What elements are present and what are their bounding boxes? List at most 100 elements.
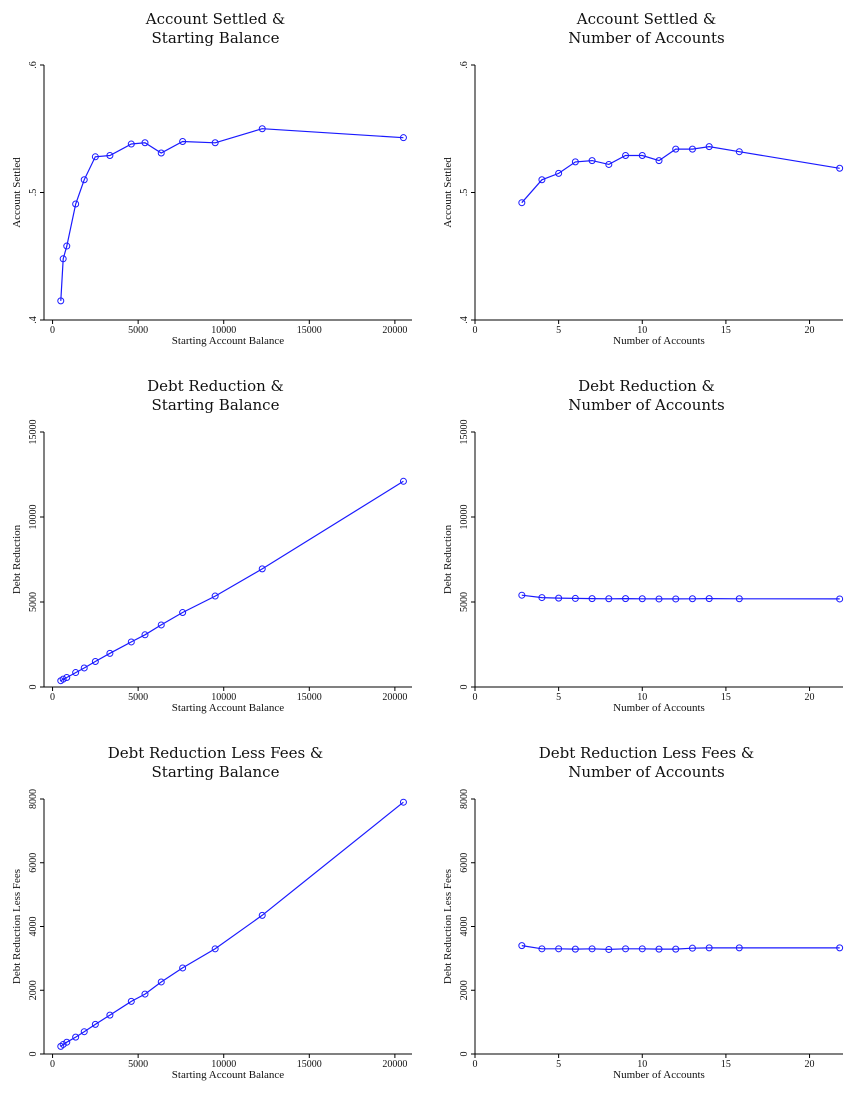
y-tick-label: 0	[459, 685, 470, 690]
x-tick-label: 20000	[382, 325, 407, 336]
chart-title: Debt Reduction & Starting Balance	[0, 377, 431, 415]
y-tick-label: 5000	[28, 592, 39, 612]
data-point	[127, 997, 135, 1005]
x-axis-label: Starting Account Balance	[172, 702, 285, 714]
x-axis-label: Starting Account Balance	[172, 335, 285, 347]
data-point	[655, 157, 663, 165]
data-point	[141, 139, 149, 147]
x-tick-label: 0	[50, 692, 55, 703]
x-tick-label: 15	[721, 325, 731, 336]
chart-title: Debt Reduction Less Fees & Starting Bala…	[0, 744, 431, 782]
series-line	[521, 594, 840, 600]
data-point	[63, 1038, 71, 1046]
data-point	[622, 595, 630, 603]
data-point	[705, 595, 713, 603]
y-tick-label: 4000	[459, 917, 470, 937]
x-tick-label: 20	[805, 325, 815, 336]
data-point	[622, 945, 630, 953]
x-tick-label: 15000	[297, 1059, 322, 1070]
chart-title-line-1: Debt Reduction Less Fees &	[538, 744, 755, 762]
y-tick-label: .5	[28, 189, 39, 197]
chart-panel-2: Debt Reduction & Starting Balance 0 5000 1…	[0, 367, 431, 734]
y-tick-label: 10000	[28, 505, 39, 530]
data-point	[59, 675, 67, 683]
data-point	[91, 1020, 99, 1028]
data-point	[688, 145, 696, 153]
data-point	[106, 1011, 114, 1019]
data-point	[571, 945, 579, 953]
chart-title-line-1: Account Settled &	[145, 10, 286, 28]
chart-title-line-1: Debt Reduction &	[147, 377, 284, 395]
x-tick-label: 15000	[297, 325, 322, 336]
data-point	[80, 176, 88, 184]
x-tick-label: 0	[473, 692, 478, 703]
y-tick-label: 4000	[28, 917, 39, 937]
data-point	[258, 565, 266, 573]
data-point	[127, 140, 135, 148]
chart-0: 0 5000 10000 15000 20000 .4 .5 .6 Starting Accou…	[11, 61, 412, 347]
x-tick-label: 10000	[211, 692, 236, 703]
data-point	[538, 594, 546, 602]
x-axis-label: Number of Accounts	[613, 335, 705, 347]
data-point	[179, 964, 187, 972]
series-line	[521, 945, 840, 951]
y-tick-label: 0	[28, 1052, 39, 1057]
data-point	[705, 944, 713, 952]
chart-1: 0 5 10 15 20 .4 .5 .6 Number of Accounts Account …	[442, 61, 844, 347]
data-point	[638, 945, 646, 953]
chart-2: 0 5000 10000 15000 20000 0 5000 10000 15000 Start…	[11, 420, 412, 714]
data-point	[735, 595, 743, 603]
chart-5: 0 5 10 15 20 0 2000 4000 6000 8000 Number of Accou…	[442, 789, 844, 1081]
data-point	[518, 199, 526, 207]
data-point	[80, 664, 88, 672]
x-tick-label: 5	[556, 325, 561, 336]
chart-panel-3: Debt Reduction & Number of Accounts 0 5 10…	[431, 367, 862, 734]
data-point	[141, 990, 149, 998]
chart-panel-1: Account Settled & Number of Accounts 0 5 1…	[431, 0, 862, 367]
x-tick-label: 0	[473, 325, 478, 336]
series-line	[60, 480, 404, 682]
data-point	[538, 176, 546, 184]
data-point	[735, 944, 743, 952]
y-tick-label: 8000	[28, 789, 39, 809]
data-point	[605, 945, 613, 953]
data-point	[57, 297, 65, 305]
data-point	[141, 631, 149, 639]
data-point	[63, 673, 71, 681]
data-point	[258, 911, 266, 919]
y-axis-label: Account Settled	[442, 157, 454, 228]
y-tick-label: .4	[28, 316, 39, 324]
data-point	[157, 149, 165, 157]
data-point	[735, 148, 743, 156]
chart-panel-4: Debt Reduction Less Fees & Starting Bala…	[0, 734, 431, 1101]
data-point	[655, 945, 663, 953]
x-tick-label: 0	[50, 1059, 55, 1070]
data-point	[538, 945, 546, 953]
chart-panel-5: Debt Reduction Less Fees & Number of Acc…	[431, 734, 862, 1101]
y-tick-label: 2000	[28, 980, 39, 1000]
data-point	[836, 595, 844, 603]
y-tick-label: .4	[459, 316, 470, 324]
data-point	[157, 978, 165, 986]
data-point	[518, 591, 526, 599]
series-line	[521, 145, 840, 204]
chart-4: 0 5000 10000 15000 20000 0 2000 4000 6000 8000 Sta…	[11, 789, 412, 1081]
chart-panel-0: Account Settled & Starting Balance 0 5000…	[0, 0, 431, 367]
x-tick-label: 10	[637, 325, 647, 336]
y-tick-label: 10000	[459, 505, 470, 530]
chart-title: Debt Reduction Less Fees & Number of Acc…	[431, 744, 862, 782]
x-axis-label: Number of Accounts	[613, 702, 705, 714]
data-point	[157, 621, 165, 629]
x-tick-label: 0	[473, 1059, 478, 1070]
data-point	[518, 942, 526, 950]
chart-title-line-1: Account Settled &	[576, 10, 717, 28]
data-point	[91, 658, 99, 665]
y-tick-label: 15000	[28, 420, 39, 445]
y-axis-label: Debt Reduction	[11, 524, 23, 594]
x-tick-label: 5000	[128, 325, 148, 336]
x-tick-label: 10000	[211, 325, 236, 336]
y-tick-label: .5	[459, 189, 470, 197]
data-point	[705, 143, 713, 151]
x-tick-label: 10	[637, 1059, 647, 1070]
